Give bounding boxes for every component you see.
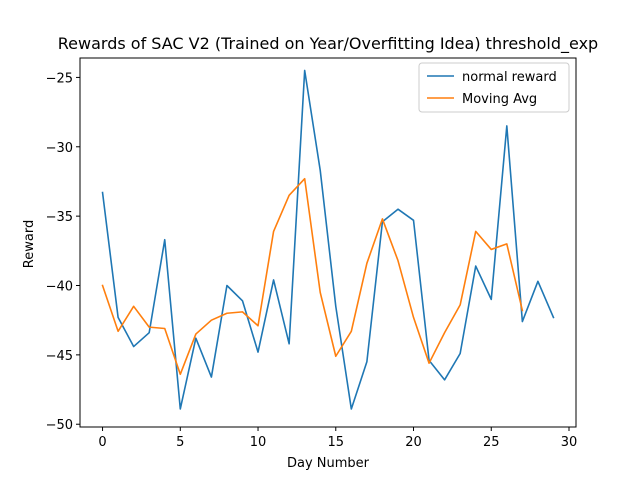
x-tick-label: 15 bbox=[328, 435, 345, 450]
y-tick-label: −45 bbox=[46, 349, 73, 364]
series-line-1 bbox=[101, 177, 524, 376]
x-tick-label: 20 bbox=[405, 435, 422, 450]
axes-frame bbox=[79, 57, 577, 428]
legend-box bbox=[418, 62, 570, 113]
series-line-0 bbox=[101, 69, 555, 410]
plot-area: 0 5 10 15 20 25 30 −50 −45 −40 −35 −30 −25 bbox=[46, 57, 578, 450]
y-tick-label: −40 bbox=[46, 280, 73, 295]
y-tick-label: −50 bbox=[46, 418, 73, 433]
legend: normal reward Moving Avg bbox=[418, 62, 570, 113]
x-tick-label: 5 bbox=[176, 435, 184, 450]
chart-title: Rewards of SAC V2 (Trained on Year/Overf… bbox=[58, 34, 598, 54]
y-tick-label: −30 bbox=[46, 141, 73, 156]
x-tick-label: 0 bbox=[98, 435, 106, 450]
legend-label-0: normal reward bbox=[462, 70, 557, 85]
y-tick-label: −35 bbox=[46, 210, 73, 225]
x-tick-label: 25 bbox=[483, 435, 500, 450]
y-tick-label: −25 bbox=[46, 71, 73, 86]
x-axis-label: Day Number bbox=[287, 456, 370, 471]
y-axis-label: Reward bbox=[22, 220, 37, 268]
x-tick-label: 30 bbox=[561, 435, 578, 450]
legend-label-1: Moving Avg bbox=[462, 92, 537, 107]
x-tick-label: 10 bbox=[250, 435, 267, 450]
